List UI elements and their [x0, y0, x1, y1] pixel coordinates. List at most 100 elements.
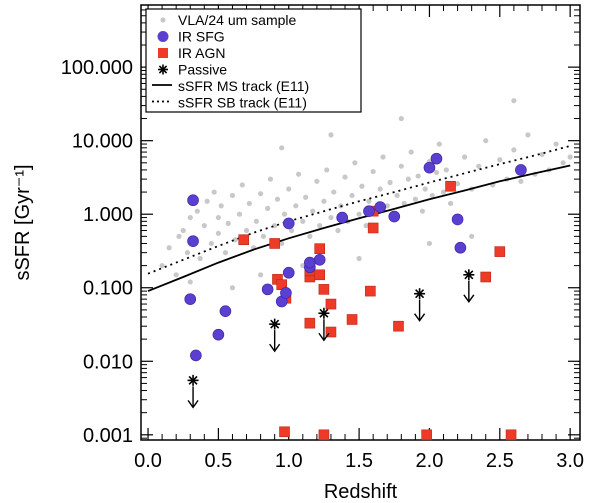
vla-point	[194, 208, 200, 214]
vla-point	[314, 178, 320, 184]
vla-point	[511, 147, 517, 153]
legend-marker	[158, 64, 168, 75]
vla-point	[443, 167, 449, 173]
vla-point	[412, 196, 418, 202]
vla-point	[349, 192, 355, 199]
vla-point	[518, 178, 524, 184]
vla-point	[274, 196, 281, 202]
agn-point	[314, 269, 325, 281]
vla-point	[539, 151, 545, 158]
vla-point	[303, 194, 309, 200]
legend-label: Passive	[178, 62, 227, 78]
y-tick-label: 0.010	[83, 351, 133, 373]
vla-point	[380, 154, 386, 160]
vla-point	[328, 214, 334, 221]
vla-point	[208, 240, 214, 247]
y-tick-label: 100.000	[61, 57, 133, 79]
vla-point	[447, 200, 454, 207]
vla-point	[246, 200, 252, 207]
legend-label: sSFR SB track (E11)	[178, 95, 307, 111]
plot-frame	[140, 4, 581, 441]
upper-limit-arrowhead	[269, 343, 281, 353]
sfg-point	[282, 266, 295, 279]
vla-point	[436, 141, 442, 147]
sfg-point	[190, 349, 202, 362]
vla-point	[394, 192, 400, 199]
legend-label: sSFR MS track (E11)	[178, 78, 309, 94]
plot-area	[140, 4, 581, 441]
vla-point	[215, 230, 221, 236]
vla-point	[462, 154, 468, 160]
vla-point	[511, 98, 517, 104]
vla-point	[321, 198, 327, 204]
sfg-point	[212, 328, 225, 341]
sfg-point	[280, 287, 292, 299]
vla-point	[356, 255, 362, 262]
vla-point	[476, 163, 482, 169]
vla-point	[415, 173, 421, 179]
vla-point	[363, 223, 369, 229]
agn-point	[238, 234, 250, 246]
upper-limit-arrowhead	[414, 313, 426, 322]
vla-point	[265, 205, 271, 211]
agn-point	[505, 429, 517, 441]
agn-point	[365, 285, 376, 297]
vla-point	[440, 189, 447, 195]
agn-point	[346, 314, 358, 325]
vla-point	[215, 214, 221, 221]
sfg-point	[304, 256, 316, 269]
vla-point	[257, 272, 264, 278]
sfg-point	[336, 211, 349, 224]
sfg-point	[388, 210, 401, 223]
vla-point	[236, 211, 243, 217]
x-tick-label: 1.5	[345, 450, 373, 472]
vla-point	[317, 223, 323, 229]
legend-marker	[158, 48, 168, 58]
vla-point	[525, 132, 531, 138]
x-tick-label: 0.0	[134, 450, 162, 472]
y-tick-label: 0.100	[83, 278, 133, 300]
sfg-point	[374, 201, 386, 213]
legend-label: IR SFG	[178, 29, 225, 45]
upper-limit-arrowhead	[318, 332, 330, 342]
vla-point	[352, 160, 358, 166]
vla-point	[370, 168, 376, 175]
vla-point	[454, 181, 461, 187]
agn-point	[367, 222, 379, 234]
upper-limit-arrowhead	[463, 294, 475, 303]
x-tick-label: 2.5	[486, 450, 514, 472]
sfg-point	[423, 161, 436, 174]
sfg-point	[187, 194, 199, 207]
vla-point	[422, 186, 428, 192]
sfg-point	[451, 213, 464, 226]
vla-point	[218, 203, 224, 209]
vla-point	[366, 198, 372, 204]
legend-label: IR AGN	[178, 45, 225, 61]
vla-point	[310, 208, 316, 214]
vla-point	[187, 214, 193, 221]
vla-point	[166, 245, 172, 251]
vla-point	[567, 154, 573, 160]
passive-upper-limit	[318, 307, 330, 342]
agn-point	[318, 429, 330, 441]
passive-upper-limit	[269, 318, 281, 353]
vla-point	[159, 263, 165, 269]
vla-point	[426, 240, 433, 247]
vla-point	[553, 141, 559, 147]
legend-entry: Passive	[158, 62, 227, 78]
y-tick-label: 10.000	[72, 131, 133, 153]
vla-point	[173, 272, 179, 278]
vla-point	[243, 227, 250, 234]
agn-point	[480, 271, 492, 283]
sfg-point	[219, 305, 232, 317]
sfg-point	[187, 235, 199, 247]
passive-marker	[269, 318, 281, 330]
vla-point	[433, 169, 440, 176]
tick-labels: 0.0 0.5 1.0 1.5 2.0 2.5 3.0 0.001 0.010 0.100 1.00…	[61, 57, 584, 472]
vla-point	[187, 279, 193, 285]
sfg-point	[184, 293, 197, 305]
ms-track-line	[147, 164, 571, 292]
vla-point	[356, 211, 362, 217]
vla-point	[408, 149, 414, 155]
